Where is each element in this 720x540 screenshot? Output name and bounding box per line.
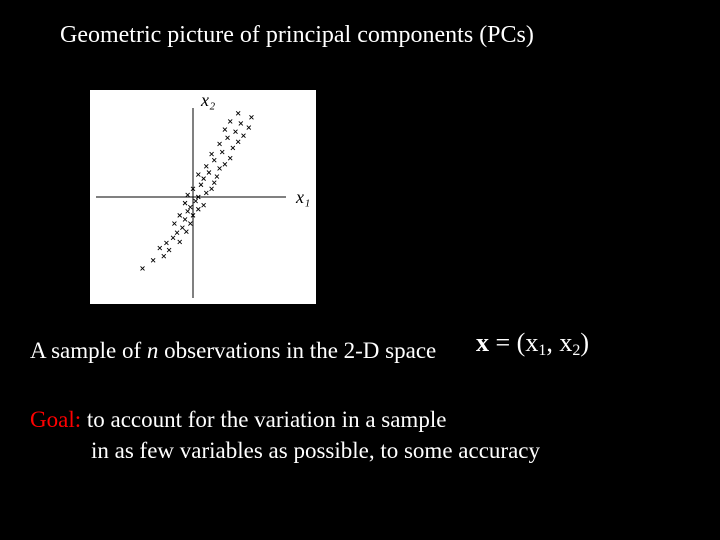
slide-title: Geometric picture of principal component… — [60, 22, 534, 49]
goal-text-1: to account for the variation in a sample — [81, 407, 446, 432]
goal-text-2: in as few variables as possible, to some… — [91, 435, 540, 466]
formula-comma: , — [546, 328, 559, 357]
slide: Geometric picture of principal component… — [0, 0, 720, 540]
sample-n: n — [147, 338, 159, 363]
formula-x1: x — [525, 328, 538, 357]
sample-line: A sample of n observations in the 2-D sp… — [30, 338, 436, 364]
formula-eq: = — [489, 328, 517, 357]
scatter-plot-svg: x₁ x₂ — [90, 90, 316, 304]
svg-text:x₂: x₂ — [200, 90, 215, 110]
goal-line1: Goal: to account for the variation in a … — [30, 404, 540, 435]
formula-x: x — [476, 328, 489, 357]
svg-text:x₁: x₁ — [295, 187, 310, 207]
goal-block: Goal: to account for the variation in a … — [30, 404, 540, 466]
sample-suffix: observations in the 2-D space — [158, 338, 436, 363]
formula: x = (x1, x2) — [476, 328, 589, 360]
scatter-chart: x₁ x₂ — [90, 90, 316, 304]
formula-rparen: ) — [580, 328, 589, 357]
sample-prefix: A sample of — [30, 338, 147, 363]
goal-label: Goal: — [30, 407, 81, 432]
formula-x2: x — [559, 328, 572, 357]
